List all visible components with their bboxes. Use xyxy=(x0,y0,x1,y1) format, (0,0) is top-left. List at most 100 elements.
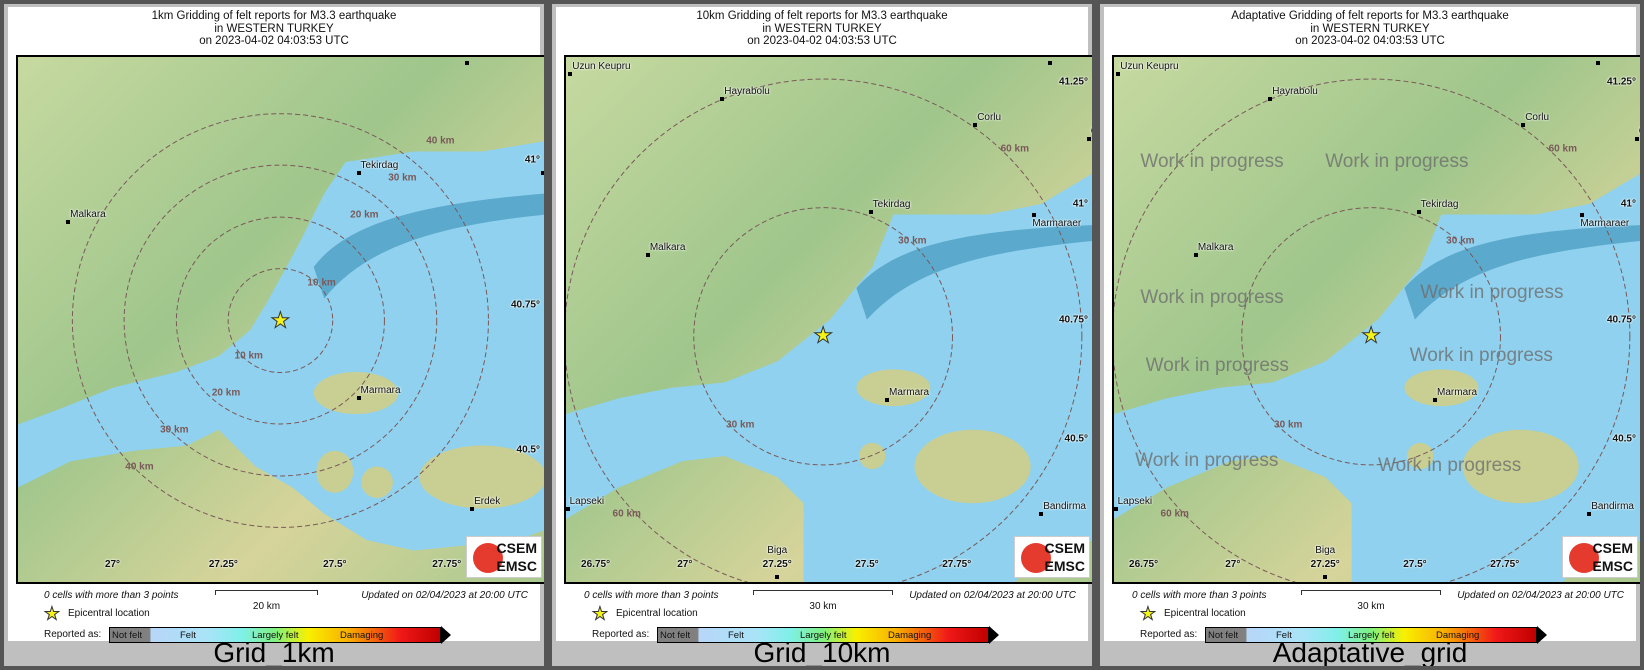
island xyxy=(856,369,931,407)
map-sheet: 1km Gridding of felt reports for M3.3 ea… xyxy=(8,7,544,644)
watermark-text: Work in progress xyxy=(1420,281,1564,303)
logo-text: EMSC xyxy=(1592,558,1633,574)
city-marker xyxy=(645,252,650,257)
city-marker xyxy=(1032,212,1037,217)
scale-bar xyxy=(1301,590,1441,595)
ring-label: 40 km xyxy=(125,461,154,472)
panel-label: Grid_1km xyxy=(213,637,335,668)
title-line: in WESTERN TURKEY xyxy=(762,22,882,35)
cells-note: 0 cells with more than 3 points xyxy=(584,590,719,601)
epicentre-legend: Epicentral location xyxy=(68,608,150,619)
latitude-label: 41.25° xyxy=(1058,76,1088,88)
distance-ring xyxy=(124,165,437,476)
epicentre-legend: Epicentral location xyxy=(616,608,698,619)
longitude-label: 27° xyxy=(677,559,693,570)
city-marker xyxy=(541,170,544,175)
city-marker xyxy=(720,97,725,101)
ring-label: 20 km xyxy=(350,209,379,220)
map-sheet: Adaptative Gridding of felt reports for … xyxy=(1104,7,1640,644)
updated-note: Updated on 02/04/2023 at 20:00 UTC xyxy=(361,590,528,601)
intensity-map[interactable]: 10 km 10 km 20 km 20 km 30 km 30 km 40 km 40 km… xyxy=(16,55,544,584)
intensity-map[interactable]: 30 km 30 km 60 km 60 km Uzun Keupru Hayrabolu… xyxy=(1112,55,1640,584)
ring-label: 20 km xyxy=(211,387,241,399)
city-label: Biga xyxy=(767,544,788,556)
distance-ring xyxy=(1114,79,1630,582)
city-marker xyxy=(775,574,780,579)
island xyxy=(1462,429,1579,504)
longitude-label: 27.75° xyxy=(1490,559,1520,570)
distance-ring xyxy=(694,208,953,465)
city-marker xyxy=(356,396,361,401)
ring-label: 60 km xyxy=(1548,143,1577,155)
city-marker xyxy=(1047,61,1052,66)
island xyxy=(316,450,354,493)
distance-ring xyxy=(72,114,488,528)
panel-grid-10km: 10km Gridding of felt reports for M3.3 e… xyxy=(548,0,1096,670)
panel-label: Grid_10km xyxy=(753,637,891,668)
city-marker xyxy=(1193,252,1198,257)
city-label: Ca xyxy=(1091,126,1092,137)
title-line: Adaptative Gridding of felt reports for … xyxy=(1231,10,1509,22)
city-marker xyxy=(566,506,570,511)
colorbar-label: Felt xyxy=(728,630,744,641)
scale-bar xyxy=(753,590,893,595)
globe-icon xyxy=(473,543,503,573)
ring-label: 10 km xyxy=(307,277,336,289)
island xyxy=(419,445,544,509)
island xyxy=(1404,369,1479,407)
city-marker xyxy=(1416,210,1421,215)
longitude-label: 27.75° xyxy=(942,559,972,570)
city-marker xyxy=(1268,97,1273,101)
distance-ring xyxy=(566,79,1082,582)
island xyxy=(914,429,1031,504)
city-marker xyxy=(885,397,890,402)
csem-emsc-logo: CSEM EMSC xyxy=(1562,536,1638,578)
cells-note: 0 cells with more than 3 points xyxy=(1132,590,1267,601)
colorbar-arrow-icon xyxy=(989,626,999,644)
intensity-map[interactable]: 30 km 30 km 60 km 60 km Uzun Keupru Hayrabolu… xyxy=(564,55,1092,584)
city-marker xyxy=(1114,506,1118,511)
latitude-label: 41° xyxy=(1620,198,1636,210)
title-line: 1km Gridding of felt reports for M3.3 ea… xyxy=(151,10,397,22)
island xyxy=(1407,442,1434,470)
panel-label: Adaptative_grid xyxy=(1272,637,1468,668)
island xyxy=(859,442,886,470)
legend-star-icon: ★ xyxy=(43,603,61,624)
colorbar-label: Felt xyxy=(1276,630,1292,641)
colorbar-label: Damaging xyxy=(888,630,932,641)
city-label: Marmaraer xyxy=(1580,217,1630,229)
city-marker xyxy=(1086,137,1091,142)
map-title: Adaptative Gridding of felt reports for … xyxy=(1104,10,1636,48)
latitude-label: 41.25° xyxy=(1606,76,1636,88)
reported-as-label: Reported as: xyxy=(592,629,650,640)
watermark-text: Work in progress xyxy=(1409,344,1553,366)
latitude-label: 41° xyxy=(524,154,540,166)
epicentre-star-icon: ★ xyxy=(813,322,834,348)
city-label: Malkara xyxy=(649,241,686,253)
updated-note: Updated on 02/04/2023 at 20:00 UTC xyxy=(909,590,1076,601)
map-canvas xyxy=(566,57,1092,582)
ring-label: 30 km xyxy=(898,235,927,247)
intensity-colorbar: Not felt Felt Largely felt Damaging xyxy=(1205,627,1537,643)
longitude-label: 26.75° xyxy=(1129,559,1159,570)
longitude-label: 27° xyxy=(1225,559,1241,570)
colorbar-arrow-icon xyxy=(1537,626,1547,644)
epicentre-star-icon: ★ xyxy=(1361,322,1382,348)
epicentre-star-icon: ★ xyxy=(270,307,291,333)
ring-label: 30 km xyxy=(388,172,417,184)
map-title: 1km Gridding of felt reports for M3.3 ea… xyxy=(8,10,540,48)
scale-label: 30 km xyxy=(1357,601,1385,612)
longitude-label: 27.25° xyxy=(1310,559,1340,570)
city-label: Malkara xyxy=(1197,241,1234,253)
city-marker xyxy=(868,210,873,215)
city-label: Lapseki xyxy=(569,495,605,507)
title-line: on 2023-04-02 04:03:53 UTC xyxy=(747,35,897,47)
logo-text: CSEM xyxy=(496,540,537,556)
watermark-text: Work in progress xyxy=(1325,150,1469,172)
globe-icon xyxy=(1021,543,1051,573)
colorbar-label: Damaging xyxy=(1436,630,1480,641)
city-label: Marmara xyxy=(360,385,401,397)
city-label: Tekirdag xyxy=(872,199,911,211)
city-marker xyxy=(1116,71,1121,76)
city-marker xyxy=(1521,123,1526,128)
